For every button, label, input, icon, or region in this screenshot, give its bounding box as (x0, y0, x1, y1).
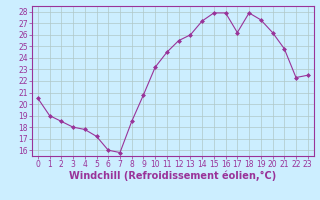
X-axis label: Windchill (Refroidissement éolien,°C): Windchill (Refroidissement éolien,°C) (69, 171, 276, 181)
